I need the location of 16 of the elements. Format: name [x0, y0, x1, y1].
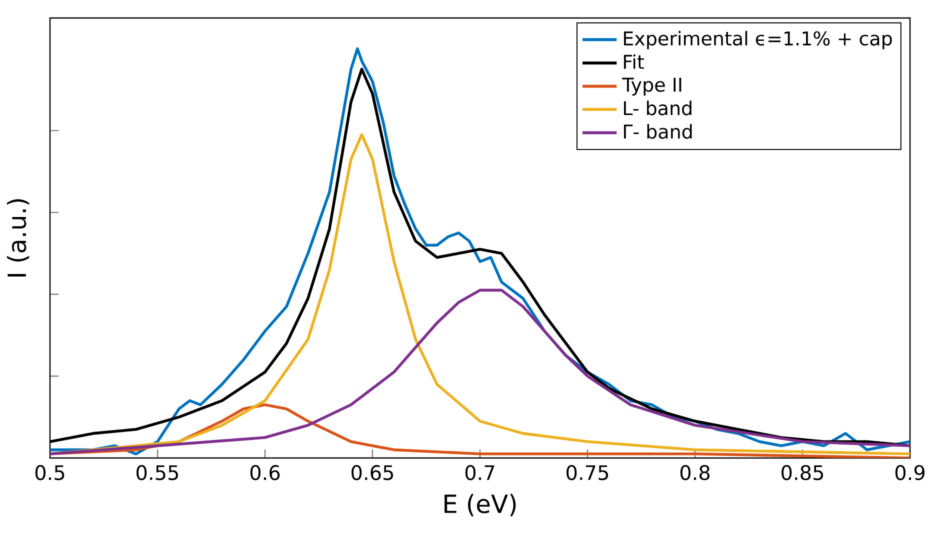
x-tick-label: 0.85 — [782, 465, 824, 480]
x-tick-label: 0.7 — [465, 465, 494, 480]
x-tick-label: 0.8 — [680, 465, 710, 480]
x-tick-label: 0.65 — [352, 465, 394, 480]
x-tick-label: 0.6 — [250, 465, 280, 480]
x-tick-label: 0.9 — [895, 465, 925, 480]
legend-label: Type II — [622, 78, 682, 96]
legend-label: L- band — [624, 100, 692, 116]
x-tick-label: 0.5 — [35, 465, 64, 480]
legend-label: Experimental ϵ=1.1% + cap — [624, 30, 892, 50]
legend-label: Fit — [624, 54, 644, 69]
x-tick-label: 0.55 — [136, 465, 178, 480]
y-axis-title: I (a.u.) — [6, 199, 30, 276]
x-axis-title: E (eV) — [444, 494, 516, 516]
x-tick-label: 0.75 — [566, 465, 608, 480]
legend-label: Γ- band — [624, 124, 692, 139]
